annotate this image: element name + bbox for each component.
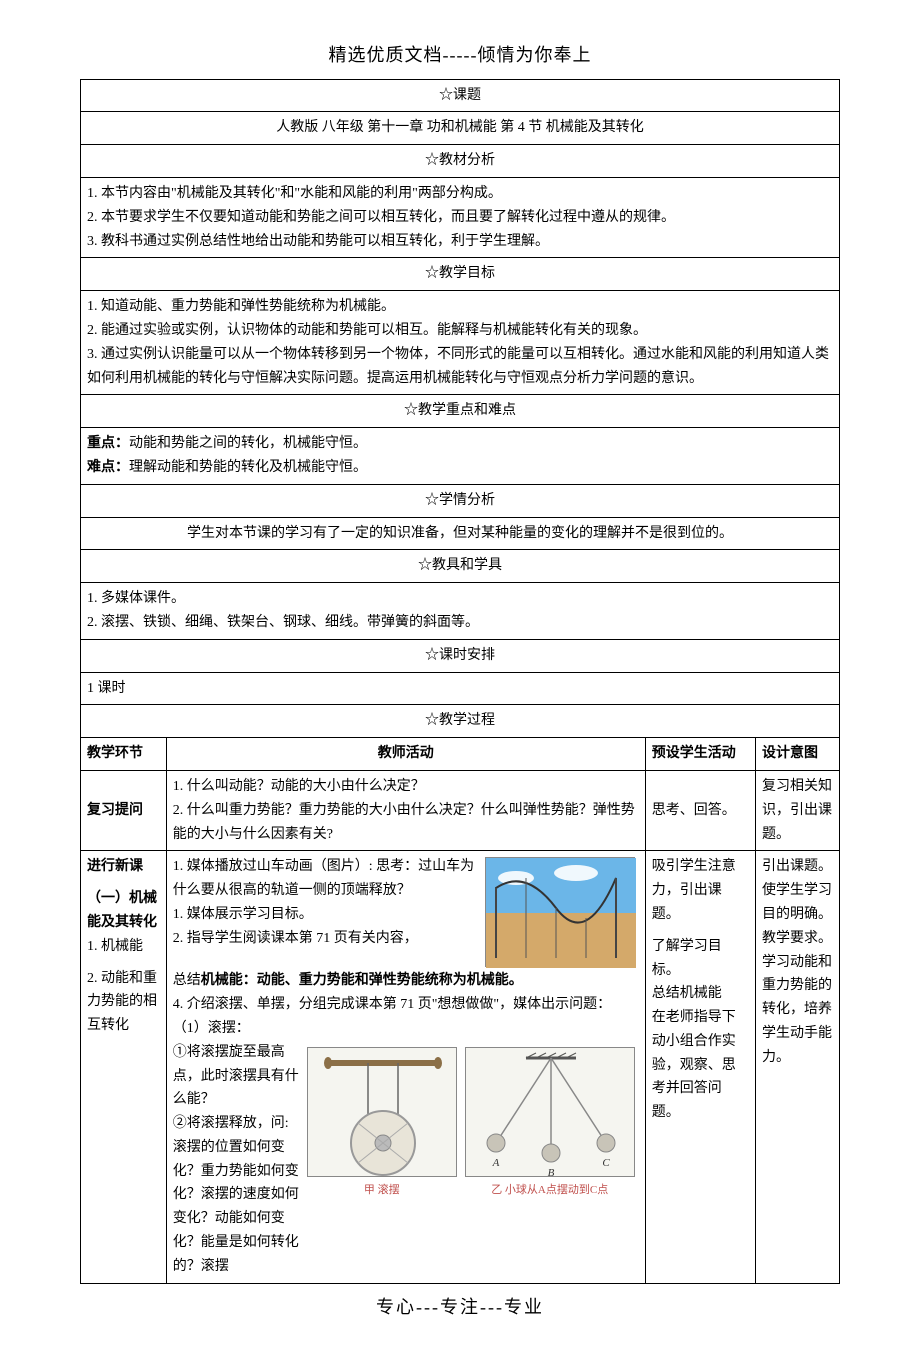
student-nl-3: 总结机械能 bbox=[652, 982, 749, 1006]
nd-label: 难点： bbox=[87, 460, 129, 475]
section-xueqing-title: ☆学情分析 bbox=[81, 484, 840, 517]
header-phase: 教学环节 bbox=[81, 738, 167, 771]
jiaocai-line-1: 1. 本节内容由"机械能及其转化"和"水能和风能的利用"两部分构成。 bbox=[87, 182, 833, 206]
teacher-l4a: 总结 bbox=[173, 973, 201, 988]
teacher-l4b: 机械能：动能、重力势能和弹性势能统称为机械能。 bbox=[201, 973, 523, 988]
design-nl-2: 教学要求。 bbox=[762, 927, 833, 951]
design-newlesson: 引出课题。使学生学习目的明确。 教学要求。 学习动能和重力势能的转化，培养学生动… bbox=[756, 851, 840, 1283]
section-zhongdian-title: ☆教学重点和难点 bbox=[81, 395, 840, 428]
page-footer: 专心---专注---专业 bbox=[80, 1292, 840, 1323]
mubiao-line-2: 2. 能通过实验或实例，认识物体的动能和势能可以相互。能解释与机械能转化有关的现… bbox=[87, 319, 833, 343]
phase-review: 复习提问 bbox=[81, 770, 167, 850]
mubiao-line-1: 1. 知道动能、重力势能和弹性势能统称为机械能。 bbox=[87, 295, 833, 319]
zd-label: 重点： bbox=[87, 436, 129, 451]
teacher-review-l2: 2. 什么叫重力势能？重力势能的大小由什么决定？什么叫弹性势能？弹性势能的大小与… bbox=[173, 799, 639, 847]
jiaoju-content: 1. 多媒体课件。 2. 滚摆、铁锁、细绳、铁架台、钢球、细线。带弹簧的斜面等。 bbox=[81, 583, 840, 640]
section-guocheng-title: ☆教学过程 bbox=[81, 705, 840, 738]
jiaocai-content: 1. 本节内容由"机械能及其转化"和"水能和风能的利用"两部分构成。 2. 本节… bbox=[81, 177, 840, 257]
table-row: 进行新课 （一）机械能及其转化 1. 机械能 2. 动能和重力势能的相互转化 bbox=[81, 851, 840, 1283]
svg-text:A: A bbox=[491, 1157, 499, 1169]
fig-caption-b: 乙 小球从A点摆动到C点 bbox=[461, 1181, 639, 1200]
design-nl-1: 引出课题。使学生学习目的明确。 bbox=[762, 855, 833, 926]
section-jiaoju-title: ☆教具和学具 bbox=[81, 550, 840, 583]
phase-newlesson: 进行新课 （一）机械能及其转化 1. 机械能 2. 动能和重力势能的相互转化 bbox=[81, 851, 167, 1283]
teacher-l8: ②将滚摆释放，问: 滚摆的位置如何变化？重力势能如何变化？滚摆的速度如何变化？动… bbox=[173, 1112, 303, 1279]
phase-sub3: 2. 动能和重力势能的相互转化 bbox=[87, 967, 160, 1038]
mubiao-content: 1. 知道动能、重力势能和弹性势能统称为机械能。 2. 能通过实验或实例，认识物… bbox=[81, 291, 840, 395]
keti-content: 人教版 八年级 第十一章 功和机械能 第 4 节 机械能及其转化 bbox=[81, 112, 840, 145]
teacher-l7: ①将滚摆旋至最高点，此时滚摆具有什么能？ bbox=[173, 1041, 303, 1112]
page-header: 精选优质文档-----倾情为你奉上 bbox=[80, 40, 840, 71]
zhongdian-content: 重点：动能和势能之间的转化，机械能守恒。 难点：理解动能和势能的转化及机械能守恒… bbox=[81, 428, 840, 485]
section-keshi-title: ☆课时安排 bbox=[81, 639, 840, 672]
teacher-review: 1. 什么叫动能？动能的大小由什么决定？ 2. 什么叫重力势能？重力势能的大小由… bbox=[166, 770, 645, 850]
teacher-l6: （1）滚摆： bbox=[173, 1017, 639, 1041]
student-nl-2: 了解学习目标。 bbox=[652, 935, 749, 983]
student-review: 思考、回答。 bbox=[645, 770, 755, 850]
header-student: 预设学生活动 bbox=[645, 738, 755, 771]
jiaoju-line-1: 1. 多媒体课件。 bbox=[87, 587, 833, 611]
teacher-newlesson: 1. 媒体播放过山车动画（图片）: 思考：过山车为什么要从很高的轨道一侧的顶端释… bbox=[166, 851, 645, 1283]
nd-text: 理解动能和势能的转化及机械能守恒。 bbox=[129, 460, 367, 475]
student-nl-1: 吸引学生注意力，引出课题。 bbox=[652, 855, 749, 926]
gyroscope-image bbox=[307, 1047, 457, 1177]
jiaocai-line-3: 3. 教科书通过实例总结性地给出动能和势能可以相互转化，利于学生理解。 bbox=[87, 230, 833, 254]
svg-text:C: C bbox=[602, 1157, 610, 1169]
svg-text:B: B bbox=[547, 1167, 554, 1178]
phase-sub2: 1. 机械能 bbox=[87, 935, 160, 959]
design-review: 复习相关知识，引出课题。 bbox=[756, 770, 840, 850]
rollercoaster-image bbox=[485, 857, 635, 967]
student-nl-4: 在老师指导下动小组合作实验，观察、思考并回答问题。 bbox=[652, 1006, 749, 1125]
jiaocai-line-2: 2. 本节要求学生不仅要知道动能和势能之间可以相互转化，而且要了解转化过程中遵从… bbox=[87, 206, 833, 230]
jiaoju-line-2: 2. 滚摆、铁锁、细绳、铁架台、钢球、细线。带弹簧的斜面等。 bbox=[87, 611, 833, 635]
keshi-content: 1 课时 bbox=[81, 672, 840, 705]
phase-main: 进行新课 bbox=[87, 855, 160, 879]
pendulum-image: A B C bbox=[465, 1047, 635, 1177]
phase-sub1: （一）机械能及其转化 bbox=[87, 887, 160, 935]
section-mubiao-title: ☆教学目标 bbox=[81, 258, 840, 291]
lesson-plan-table: ☆课题 人教版 八年级 第十一章 功和机械能 第 4 节 机械能及其转化 ☆教材… bbox=[80, 79, 840, 1284]
student-newlesson: 吸引学生注意力，引出课题。 了解学习目标。 总结机械能 在老师指导下动小组合作实… bbox=[645, 851, 755, 1283]
table-row: 复习提问 1. 什么叫动能？动能的大小由什么决定？ 2. 什么叫重力势能？重力势… bbox=[81, 770, 840, 850]
xueqing-content: 学生对本节课的学习有了一定的知识准备，但对某种能量的变化的理解并不是很到位的。 bbox=[81, 517, 840, 550]
header-teacher: 教师活动 bbox=[166, 738, 645, 771]
mubiao-line-3: 3. 通过实例认识能量可以从一个物体转移到另一个物体，不同形式的能量可以互相转化… bbox=[87, 343, 833, 391]
header-design: 设计意图 bbox=[756, 738, 840, 771]
teacher-review-l1: 1. 什么叫动能？动能的大小由什么决定？ bbox=[173, 775, 639, 799]
section-jiaocai-title: ☆教材分析 bbox=[81, 145, 840, 178]
zd-text: 动能和势能之间的转化，机械能守恒。 bbox=[129, 436, 367, 451]
teacher-l5: 4. 介绍滚摆、单摆，分组完成课本第 71 页"想想做做"，媒体出示问题： bbox=[173, 993, 639, 1017]
fig-caption-a: 甲 滚摆 bbox=[303, 1181, 461, 1200]
design-nl-3: 学习动能和重力势能的转化，培养学生动手能力。 bbox=[762, 951, 833, 1070]
section-keti-title: ☆课题 bbox=[81, 79, 840, 112]
